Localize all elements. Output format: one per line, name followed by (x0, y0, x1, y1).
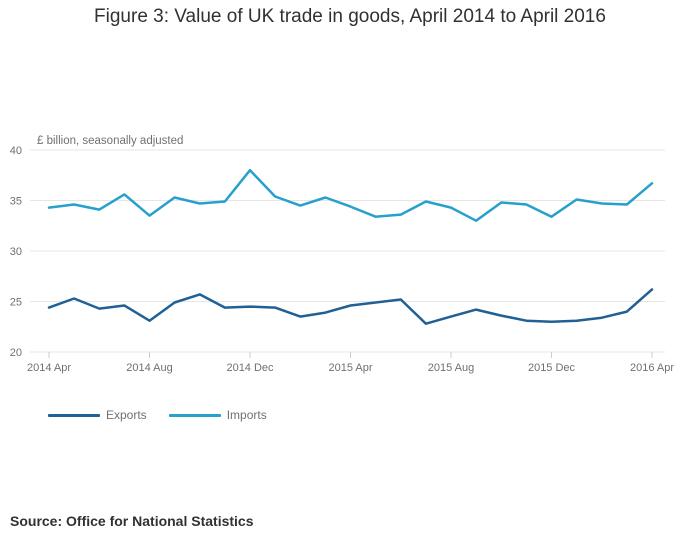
y-axis-label: £ billion, seasonally adjusted (37, 135, 184, 147)
x-tick-label: 2015 Aug (428, 362, 475, 374)
x-tick-label: 2015 Dec (528, 362, 576, 374)
y-tick-label: 25 (10, 297, 22, 309)
legend-label-imports: Imports (226, 408, 267, 422)
legend-swatch-exports (48, 413, 100, 417)
x-tick-label: 2016 Apr (630, 362, 674, 374)
legend-swatch-imports (168, 413, 221, 417)
legend: Exports Imports (48, 408, 289, 422)
x-tick-label: 2014 Dec (226, 362, 274, 374)
x-tick-label: 2014 Aug (126, 362, 173, 374)
x-tick-label: 2015 Apr (328, 362, 372, 374)
y-tick-label: 20 (10, 347, 22, 359)
legend-label-exports: Exports (106, 408, 147, 422)
x-tick-label: 2014 Apr (27, 362, 71, 374)
chart-title: Figure 3: Value of UK trade in goods, Ap… (94, 6, 606, 27)
legend-item-imports[interactable]: Imports (168, 408, 267, 422)
series-line-imports (47, 168, 654, 222)
series-line-exports (47, 288, 654, 325)
y-tick-label: 30 (10, 246, 22, 258)
y-tick-label: 35 (10, 196, 22, 208)
source-note: Source: Office for National Statistics (10, 513, 254, 529)
legend-item-exports[interactable]: Exports (48, 408, 147, 422)
y-tick-label: 40 (10, 145, 22, 157)
